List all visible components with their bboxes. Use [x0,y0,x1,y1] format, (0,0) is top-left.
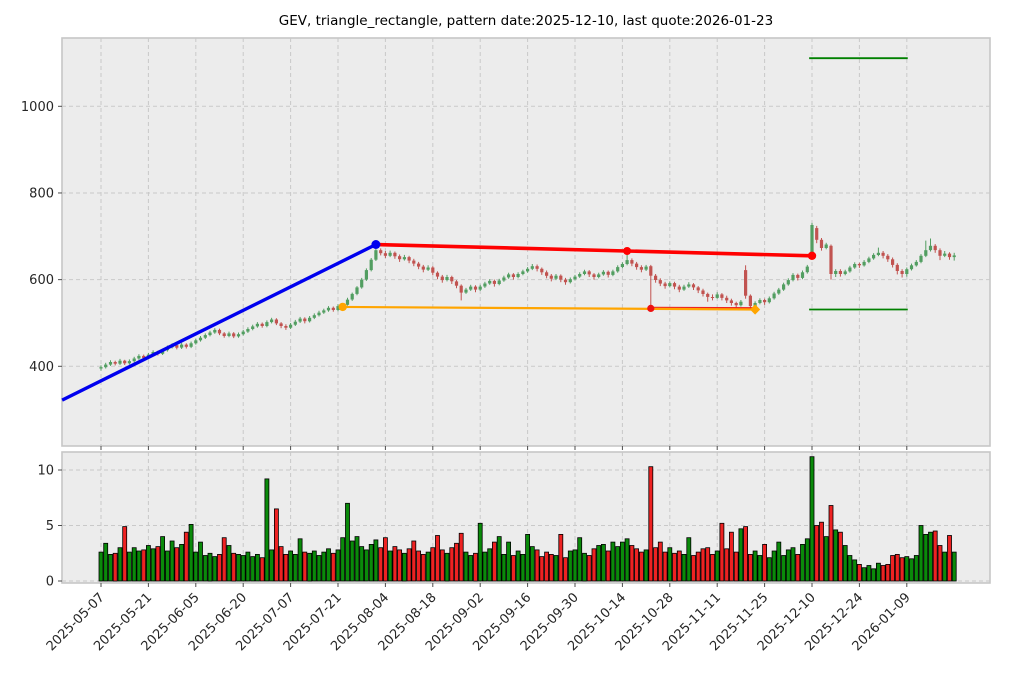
x-axis-labels: 2025-05-072025-05-212025-06-052025-06-20… [44,590,914,654]
plot-panels [61,37,991,584]
svg-text:10: 10 [37,464,54,479]
svg-text:1000: 1000 [21,100,54,115]
pattern-lines-layer [61,57,908,402]
svg-text:600: 600 [29,273,54,288]
svg-text:0: 0 [46,575,54,590]
chart-title: GEV, triangle_rectangle, pattern date:20… [278,13,774,29]
svg-text:5: 5 [46,519,54,534]
svg-text:400: 400 [29,360,54,375]
pattern-markers-layer [338,240,817,315]
axis-ticks [58,105,908,587]
svg-text:800: 800 [29,186,54,201]
volume-bars-layer [98,456,957,582]
y-axis-labels: 400 600 800 1000 0 5 10 [21,100,54,590]
